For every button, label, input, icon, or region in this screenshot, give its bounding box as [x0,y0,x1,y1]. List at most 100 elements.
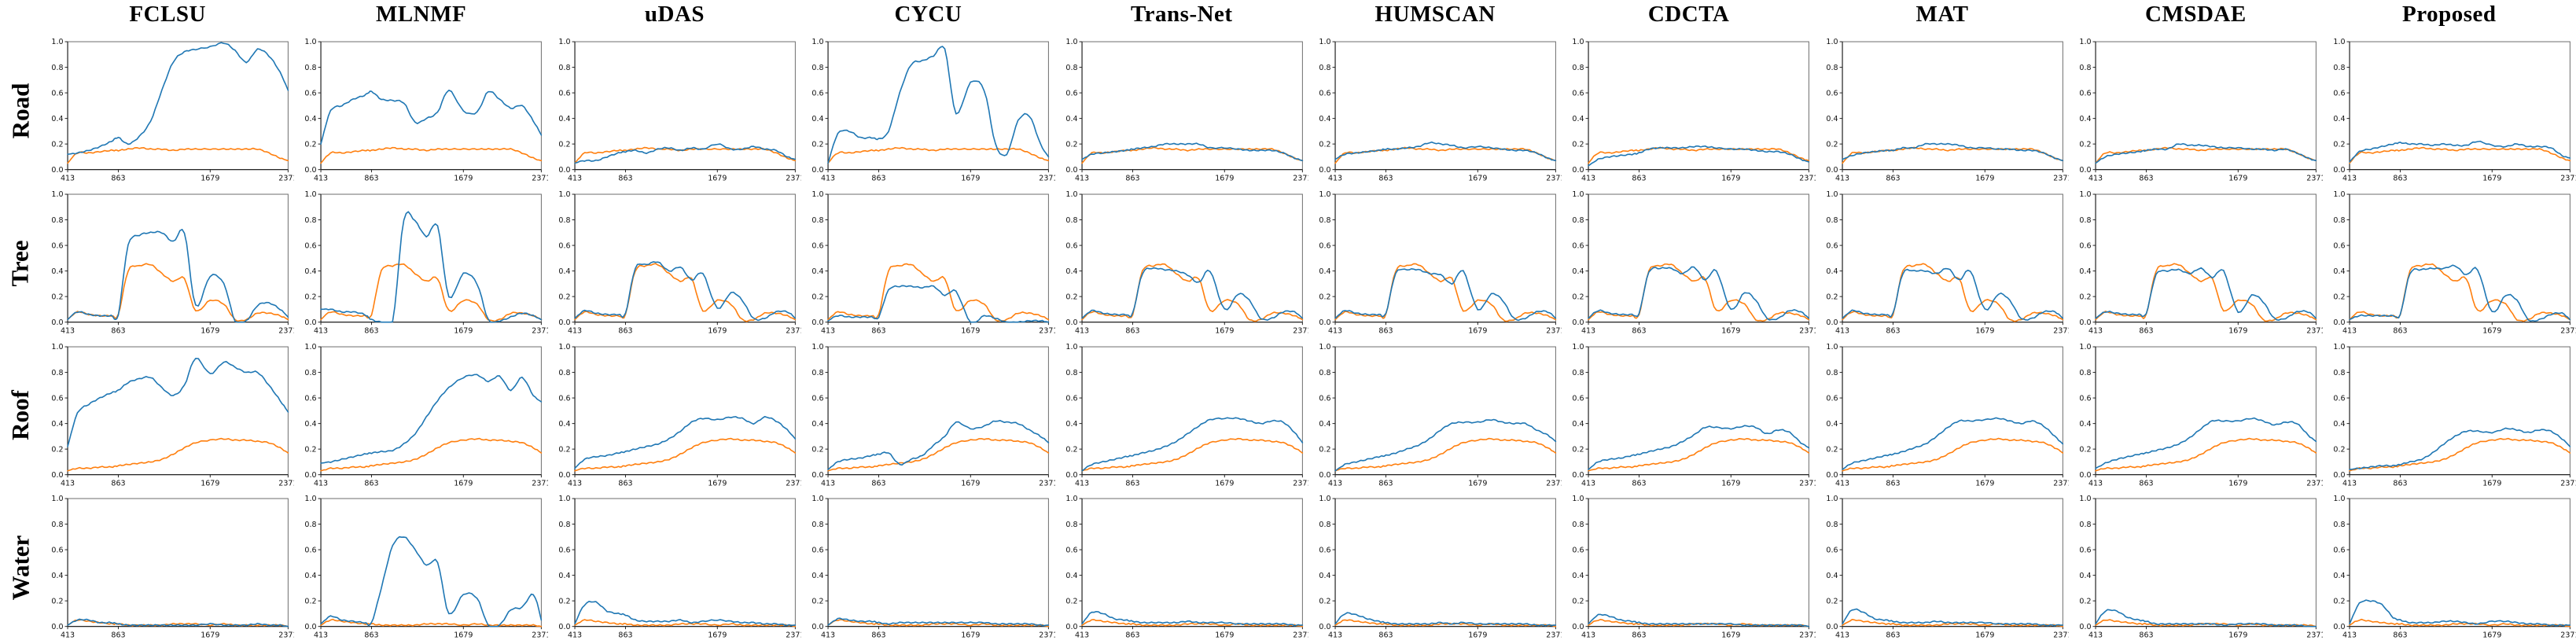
y-tick-label: 0.2 [1065,140,1077,149]
y-tick-label: 1.0 [51,495,63,503]
reference-line [1334,619,1557,627]
y-tick-label: 0.0 [51,623,63,631]
y-tick-label: 0.4 [1826,115,1838,123]
y-tick-label: 0.0 [1573,318,1584,327]
y-tick-label: 0.2 [558,445,570,454]
spectral-plot: 0.0 0.2 0.4 0.6 0.8 1.0 413 863 1679 2371 [812,343,1055,488]
x-tick-label: 863 [1886,631,1900,640]
y-tick-label: 0.6 [51,89,63,98]
x-tick-label: 863 [618,479,632,488]
x-tick-label: 863 [2140,175,2154,183]
x-tick-label: 863 [1378,326,1393,335]
x-tick-label: 863 [365,479,379,488]
reference-line [827,437,1050,472]
reference-line [1588,263,1810,322]
y-tick-label: 1.0 [1319,38,1330,46]
y-tick-label: 0.8 [2333,521,2345,529]
x-tick-label: 2371 [1293,631,1308,640]
x-tick-label: 413 [61,326,75,335]
y-tick-label: 0.2 [1826,140,1838,149]
y-tick-label: 0.2 [812,293,824,301]
y-tick-label: 0.4 [1573,419,1584,428]
y-tick-label: 1.0 [1065,343,1077,351]
y-tick-label: 0.6 [558,241,570,250]
y-tick-label: 0.0 [1573,166,1584,175]
x-tick-label: 863 [1378,175,1393,183]
y-tick-label: 0.8 [1319,216,1330,225]
spectral-plot: 0.0 0.2 0.4 0.6 0.8 1.0 413 863 1679 2371 [558,343,801,488]
subplot-roof-mlnmf: 0.0 0.2 0.4 0.6 0.8 1.0 413 863 1679 2371 [294,340,548,492]
y-tick-label: 0.8 [1826,368,1838,377]
column-header-humscan: HUMSCAN [1374,2,1496,27]
spectral-plot: 0.0 0.2 0.4 0.6 0.8 1.0 413 863 1679 2371 [2333,495,2576,640]
plot-box [574,498,796,627]
y-tick-label: 1.0 [1826,190,1838,199]
x-tick-label: 1679 [1215,175,1234,183]
y-tick-label: 1.0 [1573,38,1584,46]
x-tick-label: 863 [365,631,379,640]
x-tick-label: 1679 [961,479,980,488]
y-tick-label: 0.8 [558,521,570,529]
x-tick-label: 413 [314,479,328,488]
estimated-line [1080,416,1303,472]
column-header-mat: MAT [1915,2,1969,27]
reference-line [1080,619,1303,627]
subplot-water-udas: 0.0 0.2 0.4 0.6 0.8 1.0 413 863 1679 2371 [548,491,801,644]
x-tick-label: 2371 [2306,326,2322,335]
spectral-plot: 0.0 0.2 0.4 0.6 0.8 1.0 413 863 1679 2371 [1826,38,2069,182]
y-tick-label: 0.4 [1573,572,1584,580]
spectral-plot: 0.0 0.2 0.4 0.6 0.8 1.0 413 863 1679 2371 [2080,38,2323,183]
x-tick-label: 1679 [201,326,219,335]
x-tick-label: 2371 [786,479,801,488]
y-tick-label: 0.0 [812,318,824,327]
x-tick-label: 863 [111,479,125,488]
x-tick-label: 863 [1632,479,1647,488]
y-tick-label: 0.4 [812,419,824,428]
y-tick-label: 0.0 [305,623,317,631]
y-tick-label: 0.2 [2080,293,2092,301]
y-tick-label: 0.4 [1826,267,1838,276]
y-tick-label: 0.6 [2333,394,2345,403]
estimated-line [2095,267,2317,321]
spectral-plot: 0.0 0.2 0.4 0.6 0.8 1.0 413 863 1679 2371 [812,495,1055,640]
x-tick-label: 2371 [1800,631,1816,640]
x-tick-label: 2371 [1039,326,1054,335]
y-tick-label: 0.6 [2080,89,2092,98]
plot-box [1334,498,1556,627]
y-tick-label: 0.6 [2080,546,2092,555]
y-tick-label: 0.8 [1573,368,1584,377]
spectral-plot: 0.0 0.2 0.4 0.6 0.8 1.0 413 863 1679 2371 [2080,495,2323,639]
x-tick-label: 1679 [454,631,473,640]
x-tick-label: 1679 [1722,175,1741,183]
y-tick-label: 1.0 [305,495,317,503]
y-tick-label: 0.2 [305,598,317,606]
x-tick-label: 1679 [1215,631,1234,640]
y-tick-label: 0.8 [812,368,824,377]
x-tick-label: 863 [1886,479,1900,488]
row-label-text: Roof [6,390,34,441]
subplot-tree-mat: 0.0 0.2 0.4 0.6 0.8 1.0 413 863 1679 2371 [1816,187,2069,340]
y-tick-label: 0.6 [2080,241,2092,250]
y-tick-label: 1.0 [305,38,317,46]
subplot-water-cdcta: 0.0 0.2 0.4 0.6 0.8 1.0 413 863 1679 2371 [1562,491,1816,644]
y-tick-label: 0.6 [812,394,824,403]
x-tick-label: 2371 [278,326,294,335]
y-tick-label: 0.0 [812,470,824,479]
plot-box [1588,193,1810,322]
x-tick-label: 2371 [532,631,548,640]
y-tick-label: 0.4 [305,419,317,428]
estimated-line [827,617,1050,627]
estimated-line [1588,145,1810,167]
x-tick-label: 413 [314,631,328,640]
estimated-line [574,260,796,322]
y-tick-label: 0.4 [2333,572,2345,580]
x-tick-label: 2371 [2560,631,2576,640]
x-tick-label: 1679 [2228,175,2247,183]
subplot-roof-cycu: 0.0 0.2 0.4 0.6 0.8 1.0 413 863 1679 2371 [801,340,1055,492]
x-tick-label: 1679 [1722,479,1741,488]
subplot-tree-fclsu: 0.0 0.2 0.4 0.6 0.8 1.0 413 863 1679 2371 [41,187,294,340]
y-tick-label: 0.8 [1826,216,1838,225]
x-tick-label: 2371 [1039,631,1054,640]
spectral-plot: 0.0 0.2 0.4 0.6 0.8 1.0 413 863 1679 2371 [1826,190,2069,335]
x-tick-label: 413 [568,175,582,183]
